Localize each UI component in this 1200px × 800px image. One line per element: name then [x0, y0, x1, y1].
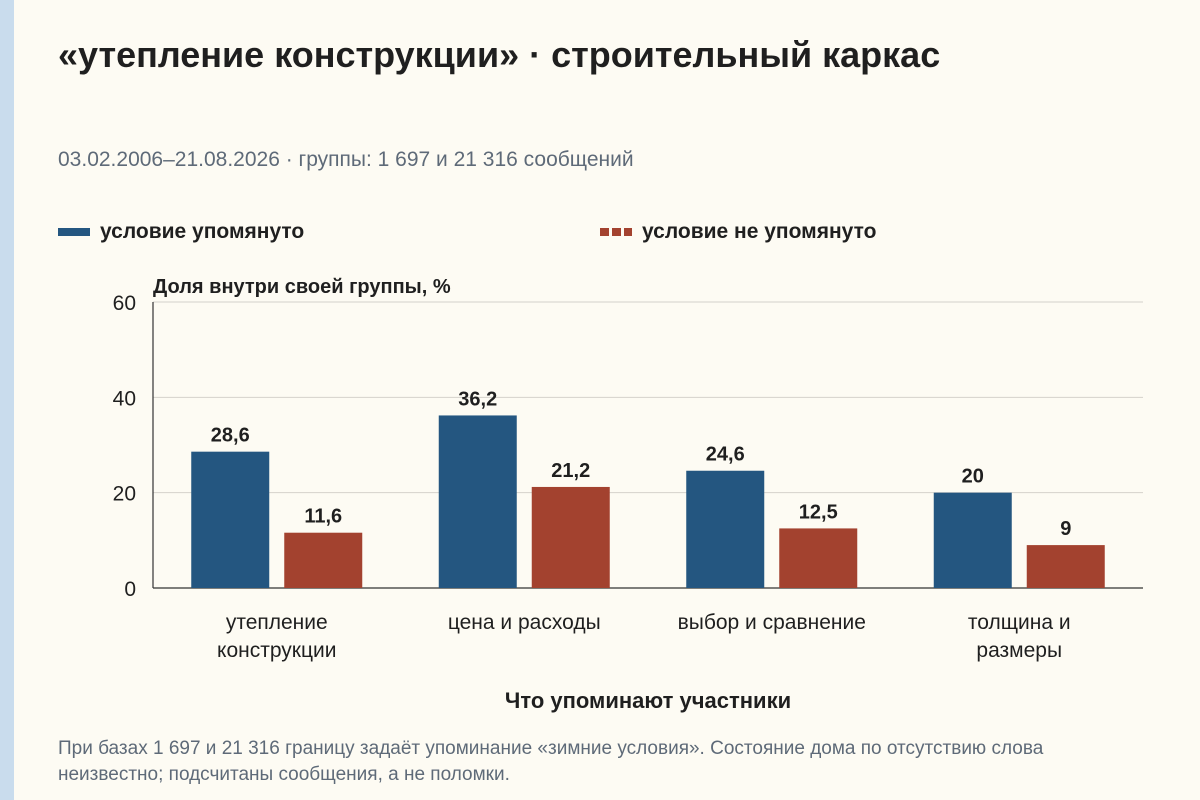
y-tick-label: 60 [113, 292, 136, 315]
legend-label-not-mentioned: условие не упомянуто [642, 220, 877, 243]
legend-item-mentioned: условие упомянуто [58, 220, 304, 244]
bar-not-mentioned [779, 528, 858, 588]
x-axis-label: Что упоминают участники [505, 688, 791, 713]
x-tick-label: утепление [226, 611, 328, 634]
x-tick-label: размеры [976, 639, 1062, 662]
bar-mentioned [191, 451, 270, 588]
bar-value-label: 11,6 [304, 506, 342, 528]
bar-value-label: 20 [962, 466, 984, 488]
x-tick-label: конструкции [217, 639, 336, 662]
y-tick-label: 20 [113, 483, 136, 506]
y-axis-label: Доля внутри своей группы, % [153, 276, 451, 298]
y-tick-label: 40 [113, 387, 136, 410]
bar-mentioned [686, 470, 765, 588]
legend-swatch-not-mentioned [600, 228, 632, 236]
bar-mentioned [933, 492, 1012, 588]
legend-label-mentioned: условие упомянуто [100, 220, 305, 243]
x-tick-label: цена и расходы [448, 611, 601, 634]
legend-item-not-mentioned: условие не упомянуто [600, 220, 876, 244]
bar-value-label: 24,6 [706, 444, 745, 466]
bar-value-label: 36,2 [458, 388, 497, 410]
left-accent-strip [0, 0, 14, 800]
bar-not-mentioned [284, 532, 363, 588]
bar-value-label: 21,2 [551, 460, 590, 482]
bar-value-label: 28,6 [211, 425, 250, 447]
chart-title: «утепление конструкции» · строительный к… [58, 34, 941, 75]
bar-not-mentioned [1026, 545, 1105, 588]
bar-not-mentioned [531, 486, 610, 588]
legend-swatch-mentioned [58, 228, 90, 236]
bar-value-label: 12,5 [799, 501, 838, 523]
bar-value-label: 9 [1060, 518, 1071, 540]
x-tick-label: толщина и [968, 611, 1071, 634]
y-tick-label: 0 [124, 578, 136, 601]
x-tick-label: выбор и сравнение [678, 611, 866, 634]
chart-subtitle: 03.02.2006–21.08.2026 · группы: 1 697 и … [58, 148, 634, 171]
bar-mentioned [438, 415, 517, 588]
footnote: При базах 1 697 и 21 316 границу задаёт … [58, 738, 1044, 785]
